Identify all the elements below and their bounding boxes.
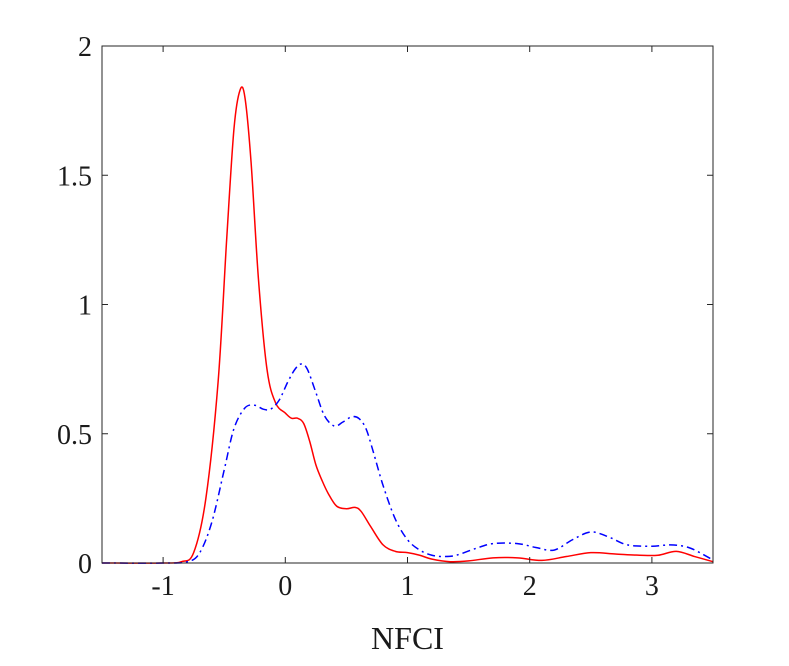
series-layer (101, 86, 714, 564)
x-tick-label: 0 (278, 571, 292, 602)
x-axis-title: NFCI (371, 620, 444, 656)
axis-ticks (102, 45, 713, 564)
y-tick-label: 0.5 (57, 420, 92, 451)
y-tick-label: 1 (78, 291, 92, 322)
x-tick-label: 1 (401, 571, 415, 602)
x-tick-label: -1 (151, 571, 174, 602)
y-tick-label: 0 (78, 549, 92, 580)
axis-tick-labels: -1 0 1 2 3 0 0.5 1 1.5 2 (57, 32, 659, 602)
y-tick-label: 2 (78, 32, 92, 63)
series-line-2 (101, 363, 714, 564)
x-tick-label: 3 (645, 571, 659, 602)
series-line-1 (101, 86, 714, 564)
y-tick-label: 1.5 (57, 161, 92, 192)
x-tick-label: 2 (523, 571, 537, 602)
